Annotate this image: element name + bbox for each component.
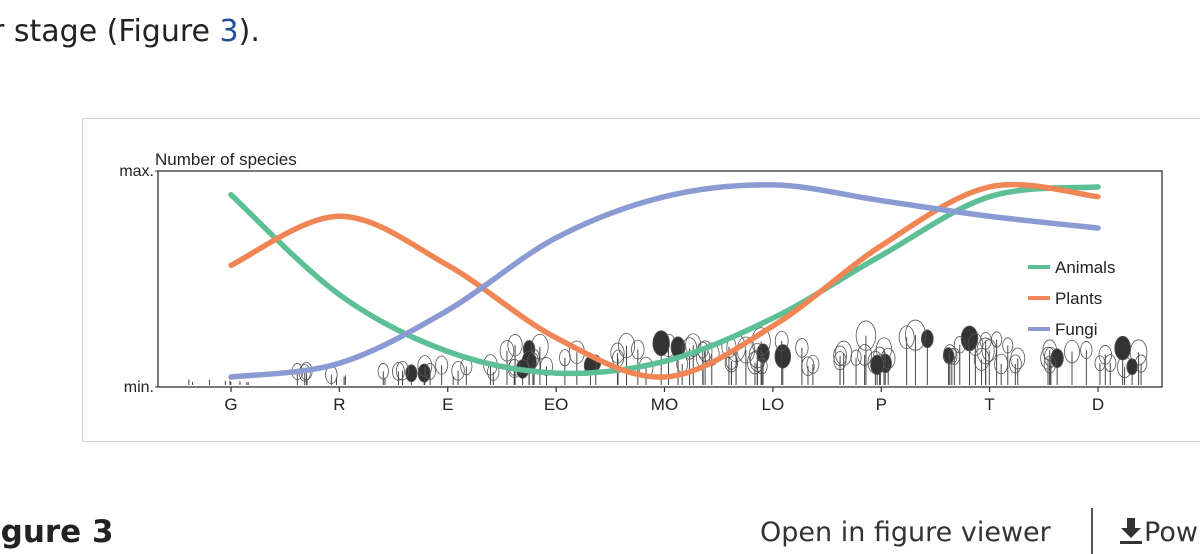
x-tick-label: E <box>442 395 453 414</box>
download-powerpoint-link[interactable]: Pow <box>1118 517 1198 548</box>
body-text-line: r stage (Figure 3). <box>0 14 260 49</box>
download-icon <box>1120 518 1142 544</box>
link-divider <box>1091 508 1093 554</box>
legend: Animals Plants Fungi <box>1028 258 1115 339</box>
legend-label: Animals <box>1055 258 1115 277</box>
x-tick-label: LO <box>762 395 785 414</box>
y-tick-label: min. <box>124 379 154 396</box>
axis-ticks: min. max. G R E EO MO LO P T D <box>119 163 1104 414</box>
body-text-suffix: ). <box>238 14 260 49</box>
legend-label: Plants <box>1055 289 1102 308</box>
figure-caption-label: igure 3 <box>0 514 114 550</box>
x-tick-label: MO <box>651 395 678 414</box>
legend-label: Fungi <box>1055 320 1098 339</box>
powerpoint-link-label: Pow <box>1144 517 1198 548</box>
species-chart: Number of species min. max. G R E EO MO LO P T D A… <box>119 150 1163 414</box>
vegetation-illustration <box>188 319 1148 385</box>
body-text-prefix: r stage (Figure <box>0 14 220 49</box>
figure-reference-link[interactable]: 3 <box>219 14 239 49</box>
series-line-plants <box>228 181 1101 380</box>
x-tick-label: P <box>876 395 887 414</box>
x-tick-label: R <box>333 395 345 414</box>
x-tick-label: G <box>224 395 237 414</box>
open-figure-viewer-link[interactable]: Open in figure viewer <box>760 517 1051 548</box>
series-line-fungi <box>228 182 1101 380</box>
y-tick-label: max. <box>119 163 154 180</box>
figure-image[interactable]: Number of species min. max. G R E EO MO LO P T D A… <box>82 118 1200 442</box>
plot-area <box>157 170 1163 388</box>
x-tick-label: T <box>984 395 994 414</box>
x-tick-label: EO <box>544 395 569 414</box>
series-lines <box>228 181 1101 380</box>
x-tick-label: D <box>1092 395 1104 414</box>
y-axis-label: Number of species <box>155 150 297 169</box>
